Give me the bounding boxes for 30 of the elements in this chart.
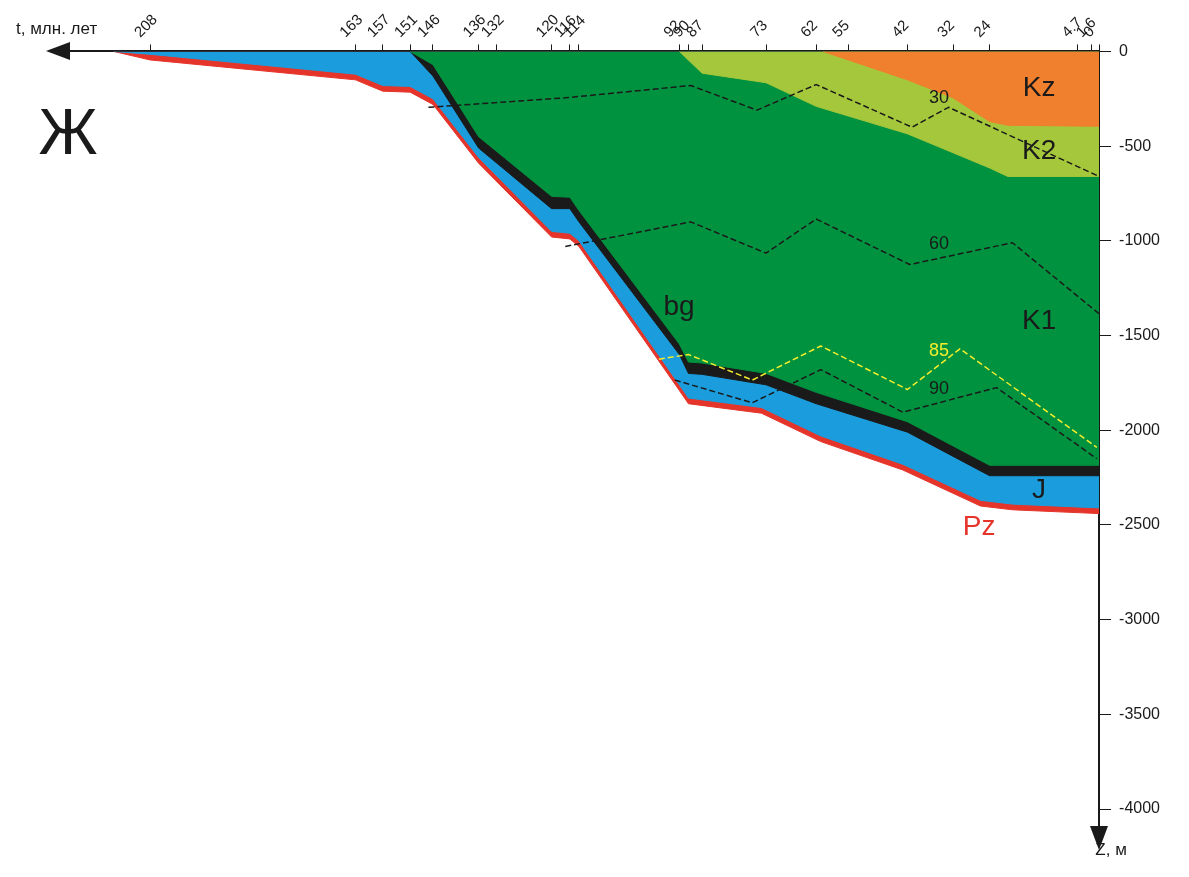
x-tick-label: 62 [796,16,821,41]
x-tick-label: 157 [363,10,393,41]
y-tick-label: -2000 [1119,420,1161,438]
y-tick-label: -2500 [1119,515,1161,533]
y-tick-label: 0 [1119,41,1129,59]
y-tick-label: -3500 [1119,704,1161,722]
series-label: 85 [929,339,950,360]
x-tick-label: 208 [130,10,161,41]
series-label: Kz [1022,71,1056,103]
x-tick-label: 24 [969,16,994,41]
series-label: J [1032,473,1047,505]
y-tick-label: -3000 [1119,610,1161,628]
annotation: Ж [38,95,98,168]
x-tick-label: 55 [828,16,853,41]
y-tick-label: -1000 [1119,231,1161,249]
x-tick-label: 42 [887,16,912,41]
x-axis-title: t, млн. лет [16,19,98,39]
y-tick-label: -1500 [1119,325,1161,343]
series-label: 30 [929,87,950,108]
series-label: K1 [1021,303,1057,335]
x-tick-label: 32 [933,16,958,41]
series-label: bg [663,290,695,322]
series-label: Pz [962,509,996,541]
x-tick-label: 73 [746,16,771,41]
y-tick-label: -500 [1119,136,1152,154]
x-tick-label: 163 [335,10,366,41]
y-tick-label: -4000 [1119,799,1161,817]
line-series [658,345,1098,449]
series-label: 60 [929,233,950,254]
series-label: 90 [929,377,950,398]
